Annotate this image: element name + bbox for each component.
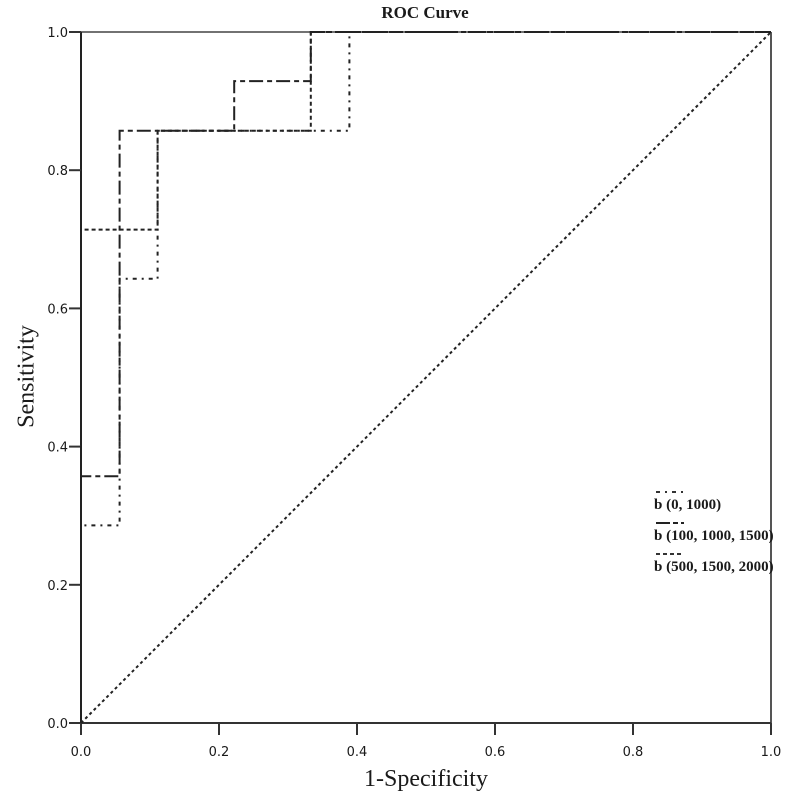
long-dash-line-icon xyxy=(656,522,684,524)
chart-title: ROC Curve xyxy=(381,3,469,22)
dash-dot-line-icon xyxy=(656,491,684,493)
x-tick-label: 0.2 xyxy=(209,745,230,760)
reference-diagonal-line xyxy=(80,31,772,724)
legend-item-b-100-1000-1500: b (100, 1000, 1500) xyxy=(654,519,774,546)
axes: 0.0 0.2 0.4 0.6 0.8 1.0 0.0 0.2 0.4 0.6 0.8 1.0 xyxy=(47,26,781,760)
legend-item-b-500-1500-2000: b (500, 1500, 2000) xyxy=(654,550,774,577)
legend-label: b (500, 1500, 2000) xyxy=(654,559,774,575)
x-tick-label: 0.8 xyxy=(623,745,644,760)
series-lines xyxy=(80,31,772,724)
y-tick-label: 0.0 xyxy=(47,717,68,732)
roc-line-b-500-1500-2000 xyxy=(80,31,771,723)
short-dash-line-icon xyxy=(656,553,684,555)
legend: b (0, 1000) b (100, 1000, 1500) b (500, … xyxy=(654,488,774,581)
y-tick-label: 0.2 xyxy=(47,579,68,594)
x-axis-label: 1-Specificity xyxy=(364,766,488,792)
x-tick-label: 0.6 xyxy=(485,745,506,760)
roc-line-b-0-1000 xyxy=(80,31,771,723)
legend-item-b-0-1000: b (0, 1000) xyxy=(654,488,774,515)
y-axis-label: Sensitivity xyxy=(13,325,40,428)
legend-label: b (100, 1000, 1500) xyxy=(654,528,774,544)
x-tick-label: 0.0 xyxy=(71,745,92,760)
legend-label: b (0, 1000) xyxy=(654,497,722,513)
x-tick-label: 0.4 xyxy=(347,745,368,760)
y-tick-label: 0.6 xyxy=(47,302,68,317)
y-tick-label: 0.4 xyxy=(47,441,68,456)
y-tick-label: 0.8 xyxy=(47,164,68,179)
y-tick-label: 1.0 xyxy=(47,26,68,41)
x-tick-label: 1.0 xyxy=(761,745,782,760)
